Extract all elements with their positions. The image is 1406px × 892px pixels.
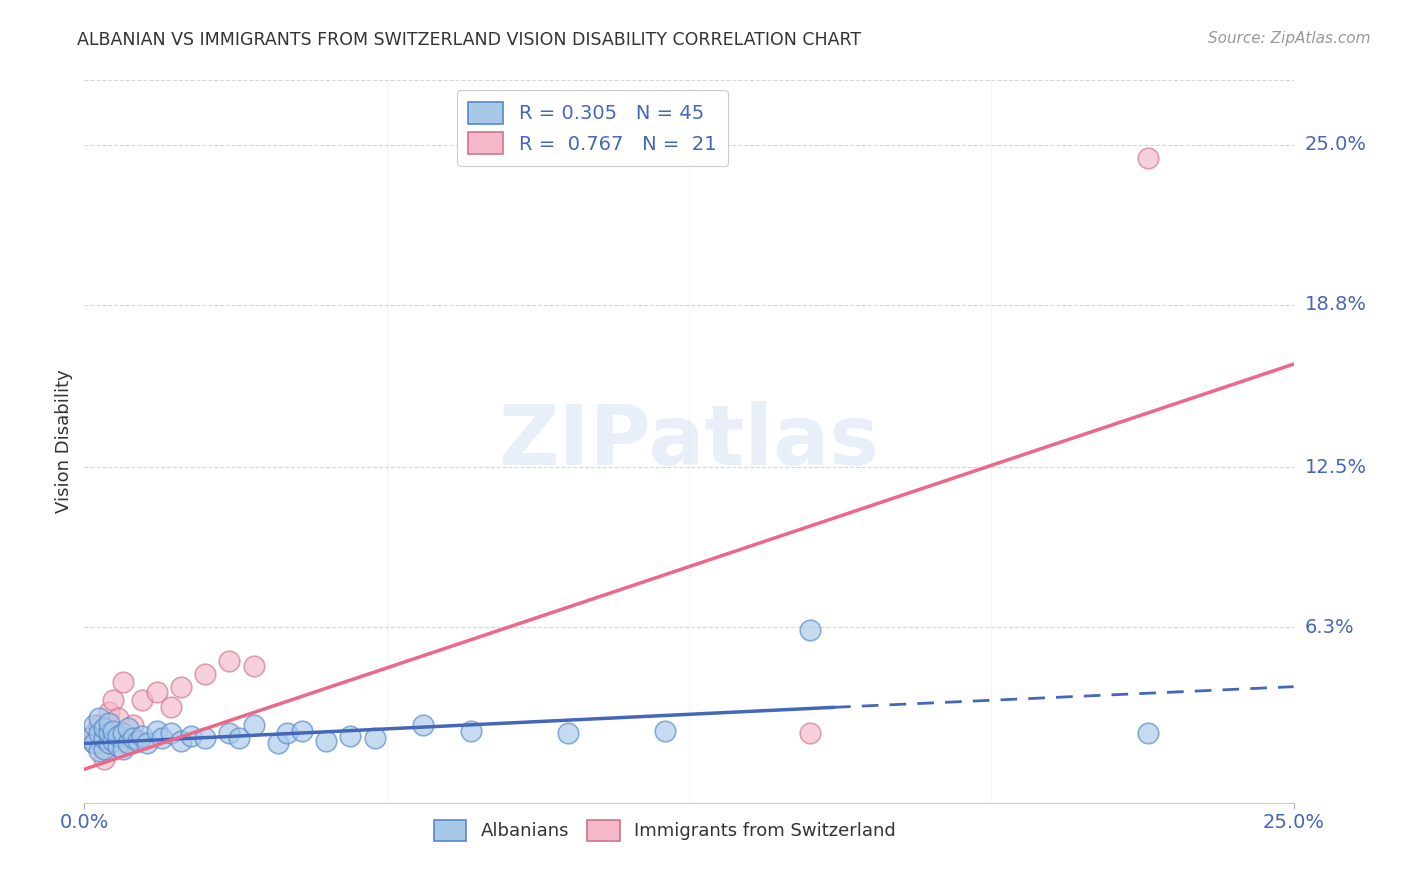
Point [218, 654, 240, 668]
Point [412, 718, 434, 732]
Point [146, 685, 169, 699]
Legend: Albanians, Immigrants from Switzerland: Albanians, Immigrants from Switzerland [426, 813, 903, 848]
Text: ZIPatlas: ZIPatlas [499, 401, 879, 482]
Point [242, 659, 264, 673]
Point [77, 731, 100, 746]
Text: 12.5%: 12.5% [1305, 458, 1367, 477]
Point [557, 726, 579, 740]
Point [339, 729, 361, 743]
Point [87, 711, 110, 725]
Point [83, 726, 105, 740]
Point [146, 723, 169, 738]
Point [127, 734, 149, 748]
Point [93, 752, 115, 766]
Point [77, 731, 100, 746]
Text: 6.3%: 6.3% [1305, 618, 1354, 637]
Point [97, 706, 120, 720]
Point [218, 726, 240, 740]
Text: 25.0%: 25.0% [1305, 136, 1367, 154]
Point [799, 726, 821, 740]
Point [131, 729, 153, 743]
Point [83, 718, 105, 732]
Point [117, 736, 139, 750]
Text: ALBANIAN VS IMMIGRANTS FROM SWITZERLAND VISION DISABILITY CORRELATION CHART: ALBANIAN VS IMMIGRANTS FROM SWITZERLAND … [77, 31, 862, 49]
Point [83, 736, 105, 750]
Point [83, 736, 105, 750]
Point [315, 734, 337, 748]
Point [93, 721, 115, 735]
Point [93, 741, 115, 756]
Point [103, 723, 125, 738]
Point [117, 736, 139, 750]
Point [87, 726, 110, 740]
Point [112, 741, 135, 756]
Point [107, 711, 129, 725]
Point [97, 726, 120, 740]
Point [103, 692, 125, 706]
Point [131, 692, 153, 706]
Point [107, 739, 129, 753]
Y-axis label: Vision Disability: Vision Disability [55, 369, 73, 514]
Point [242, 718, 264, 732]
Text: Source: ZipAtlas.com: Source: ZipAtlas.com [1208, 31, 1371, 46]
Point [121, 731, 143, 746]
Point [194, 731, 217, 746]
Text: 18.8%: 18.8% [1305, 295, 1367, 314]
Point [97, 715, 120, 730]
Point [180, 729, 202, 743]
Point [97, 736, 120, 750]
Point [267, 736, 290, 750]
Point [276, 726, 298, 740]
Point [136, 736, 159, 750]
Point [107, 729, 129, 743]
Point [121, 718, 143, 732]
Point [87, 744, 110, 758]
Point [150, 731, 173, 746]
Point [291, 723, 314, 738]
Point [112, 674, 135, 689]
Point [117, 721, 139, 735]
Point [654, 723, 676, 738]
Point [460, 723, 482, 738]
Point [170, 734, 193, 748]
Point [97, 726, 120, 740]
Point [160, 726, 183, 740]
Point [194, 666, 217, 681]
Point [160, 700, 183, 714]
Point [228, 731, 250, 746]
Point [93, 731, 115, 746]
Point [103, 734, 125, 748]
Point [1137, 151, 1160, 165]
Point [1137, 726, 1160, 740]
Point [799, 623, 821, 637]
Point [170, 680, 193, 694]
Point [363, 731, 385, 746]
Point [112, 726, 135, 740]
Point [87, 718, 110, 732]
